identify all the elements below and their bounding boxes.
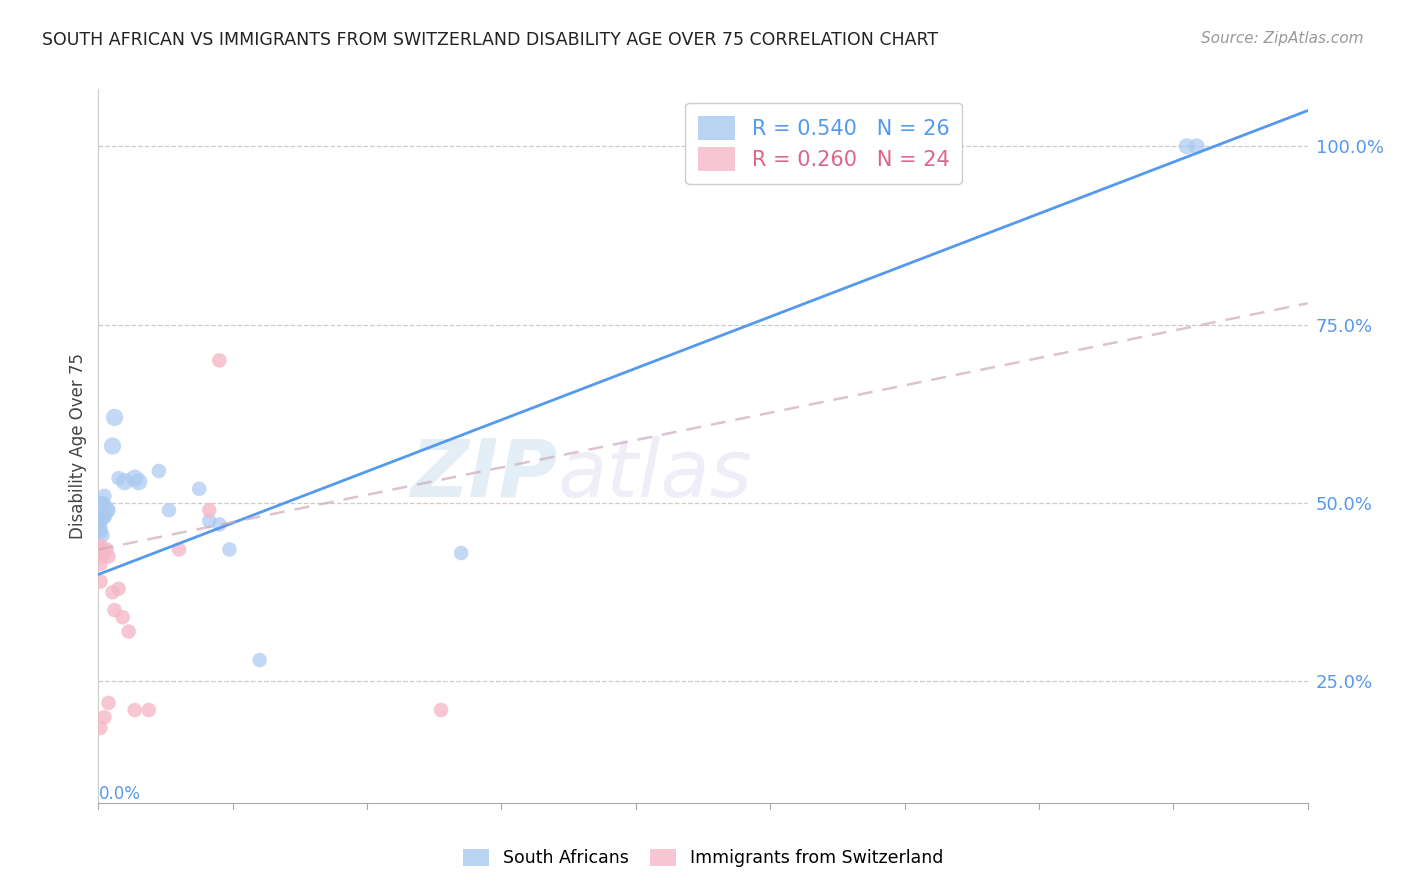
Point	[148, 464, 170, 478]
Point	[89, 539, 111, 553]
Point	[188, 482, 211, 496]
Point	[430, 703, 453, 717]
Text: SOUTH AFRICAN VS IMMIGRANTS FROM SWITZERLAND DISABILITY AGE OVER 75 CORRELATION : SOUTH AFRICAN VS IMMIGRANTS FROM SWITZER…	[42, 31, 938, 49]
Point	[107, 582, 129, 596]
Point	[89, 546, 111, 560]
Point	[91, 546, 114, 560]
Point	[107, 471, 129, 485]
Point	[91, 528, 114, 542]
Point	[97, 503, 120, 517]
Point	[118, 624, 141, 639]
Point	[128, 475, 150, 489]
Point	[103, 410, 125, 425]
Text: 0.0%: 0.0%	[98, 785, 141, 803]
Point	[249, 653, 271, 667]
Point	[89, 510, 111, 524]
Y-axis label: Disability Age Over 75: Disability Age Over 75	[69, 353, 87, 539]
Text: Source: ZipAtlas.com: Source: ZipAtlas.com	[1201, 31, 1364, 46]
Point	[1175, 139, 1198, 153]
Text: atlas: atlas	[558, 435, 752, 514]
Point	[93, 710, 115, 724]
Point	[124, 703, 146, 717]
Point	[89, 557, 111, 571]
Point	[208, 353, 231, 368]
Point	[208, 517, 231, 532]
Point	[97, 696, 120, 710]
Point	[91, 496, 114, 510]
Point	[198, 503, 221, 517]
Point	[89, 524, 111, 539]
Point	[167, 542, 190, 557]
Point	[111, 610, 134, 624]
Point	[101, 439, 124, 453]
Point	[103, 603, 125, 617]
Point	[218, 542, 240, 557]
Legend: R = 0.540   N = 26, R = 0.260   N = 24: R = 0.540 N = 26, R = 0.260 N = 24	[686, 103, 962, 184]
Point	[97, 549, 120, 564]
Point	[101, 585, 124, 599]
Point	[93, 546, 115, 560]
Point	[114, 475, 136, 489]
Point	[89, 574, 111, 589]
Point	[198, 514, 221, 528]
Point	[93, 510, 115, 524]
Point	[89, 514, 111, 528]
Point	[450, 546, 472, 560]
Point	[1185, 139, 1208, 153]
Point	[96, 542, 118, 557]
Point	[157, 503, 180, 517]
Point	[93, 489, 115, 503]
Point	[124, 471, 146, 485]
Point	[89, 549, 111, 564]
Point	[89, 721, 111, 735]
Point	[89, 503, 111, 517]
Point	[89, 542, 111, 557]
Point	[89, 521, 111, 535]
Point	[138, 703, 160, 717]
Legend: South Africans, Immigrants from Switzerland: South Africans, Immigrants from Switzerl…	[456, 842, 950, 874]
Text: ZIP: ZIP	[411, 435, 558, 514]
